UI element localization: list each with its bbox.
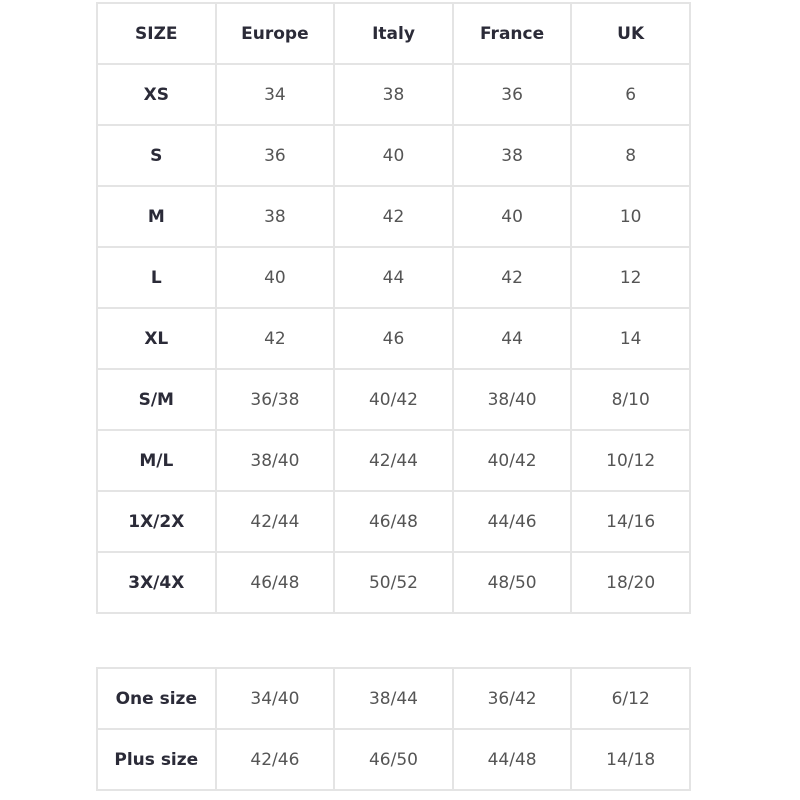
size-value-cell: 14/18 <box>570 728 691 791</box>
size-value-cell: 36/38 <box>214 368 336 431</box>
size-value-cell: 36 <box>214 124 336 187</box>
size-value-cell: 42 <box>451 246 573 309</box>
size-label-cell: XS <box>96 63 217 126</box>
column-header: Italy <box>333 2 454 65</box>
column-header: France <box>451 2 573 65</box>
size-value-cell: 48/50 <box>451 551 573 614</box>
table-row: One size 34/40 38/44 36/42 6/12 <box>96 667 691 730</box>
size-value-cell: 46 <box>333 307 454 370</box>
size-value-cell: 6/12 <box>570 667 691 730</box>
size-value-cell: 8 <box>570 124 691 187</box>
size-value-cell: 38 <box>214 185 336 248</box>
size-value-cell: 40 <box>451 185 573 248</box>
size-value-cell: 34/40 <box>214 667 336 730</box>
size-value-cell: 36 <box>451 63 573 126</box>
size-value-cell: 50/52 <box>333 551 454 614</box>
table-row: XS 34 38 36 6 <box>96 63 691 126</box>
size-value-cell: 44/48 <box>451 728 573 791</box>
size-value-cell: 10/12 <box>570 429 691 492</box>
size-value-cell: 38/40 <box>214 429 336 492</box>
size-value-cell: 46/48 <box>214 551 336 614</box>
size-value-cell: 40 <box>214 246 336 309</box>
table-row: M 38 42 40 10 <box>96 185 691 248</box>
size-value-cell: 18/20 <box>570 551 691 614</box>
size-value-cell: 38/40 <box>451 368 573 431</box>
size-conversion-table: SIZE Europe Italy France UK XS 34 38 36 6 S 36 40 38 8… <box>96 2 691 614</box>
size-value-cell: 42 <box>333 185 454 248</box>
size-value-cell: 42 <box>214 307 336 370</box>
size-value-cell: 36/42 <box>451 667 573 730</box>
size-label-cell: M/L <box>96 429 217 492</box>
size-label-cell: 1X/2X <box>96 490 217 553</box>
size-value-cell: 10 <box>570 185 691 248</box>
size-label-cell: XL <box>96 307 217 370</box>
size-value-cell: 12 <box>570 246 691 309</box>
size-value-cell: 38 <box>451 124 573 187</box>
size-label-cell: S <box>96 124 217 187</box>
table-row: XL 42 46 44 14 <box>96 307 691 370</box>
size-label-cell: M <box>96 185 217 248</box>
size-value-cell: 44/46 <box>451 490 573 553</box>
table-row: 1X/2X 42/44 46/48 44/46 14/16 <box>96 490 691 553</box>
column-header: SIZE <box>96 2 217 65</box>
size-value-cell: 42/44 <box>333 429 454 492</box>
column-header: UK <box>570 2 691 65</box>
size-label-cell: S/M <box>96 368 217 431</box>
size-value-cell: 34 <box>214 63 336 126</box>
table-row: 3X/4X 46/48 50/52 48/50 18/20 <box>96 551 691 614</box>
size-label-cell: Plus size <box>96 728 217 791</box>
size-value-cell: 46/48 <box>333 490 454 553</box>
size-label-cell: One size <box>96 667 217 730</box>
size-label-cell: L <box>96 246 217 309</box>
size-value-cell: 38/44 <box>333 667 454 730</box>
size-value-cell: 14 <box>570 307 691 370</box>
column-header: Europe <box>214 2 336 65</box>
size-value-cell: 6 <box>570 63 691 126</box>
size-value-cell: 42/46 <box>214 728 336 791</box>
header-row: SIZE Europe Italy France UK <box>96 2 691 65</box>
size-value-cell: 8/10 <box>570 368 691 431</box>
size-value-cell: 38 <box>333 63 454 126</box>
table-row: L 40 44 42 12 <box>96 246 691 309</box>
table-row: M/L 38/40 42/44 40/42 10/12 <box>96 429 691 492</box>
size-value-cell: 40/42 <box>451 429 573 492</box>
size-value-cell: 46/50 <box>333 728 454 791</box>
size-label-cell: 3X/4X <box>96 551 217 614</box>
table-row: Plus size 42/46 46/50 44/48 14/18 <box>96 728 691 791</box>
special-size-table: One size 34/40 38/44 36/42 6/12 Plus size 42/4… <box>96 667 691 791</box>
size-value-cell: 44 <box>451 307 573 370</box>
size-value-cell: 42/44 <box>214 490 336 553</box>
size-value-cell: 14/16 <box>570 490 691 553</box>
table-row: S 36 40 38 8 <box>96 124 691 187</box>
table-row: S/M 36/38 40/42 38/40 8/10 <box>96 368 691 431</box>
size-value-cell: 40/42 <box>333 368 454 431</box>
size-value-cell: 40 <box>333 124 454 187</box>
size-value-cell: 44 <box>333 246 454 309</box>
